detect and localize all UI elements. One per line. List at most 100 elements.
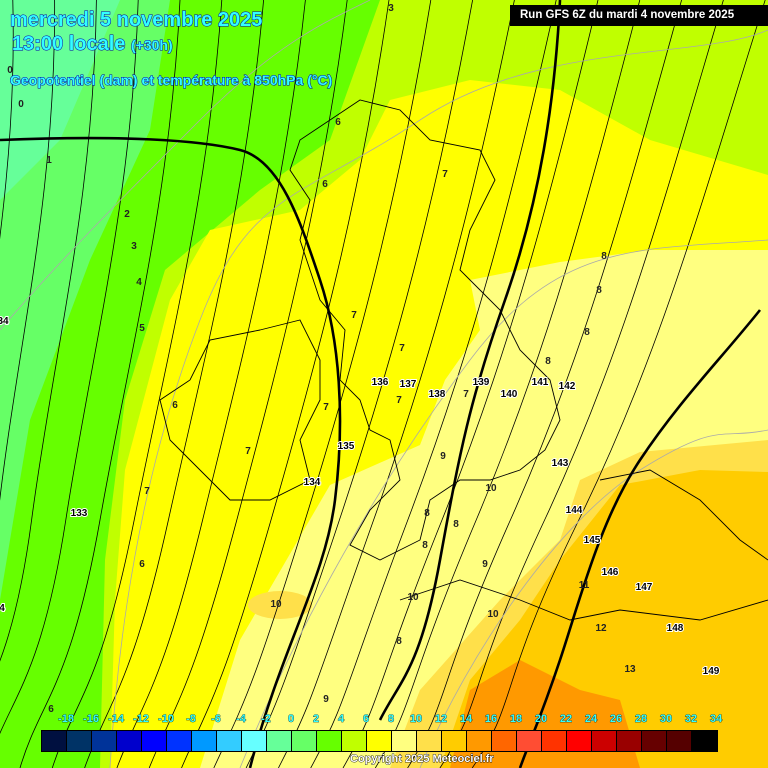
legend-tick: -14: [108, 713, 125, 726]
legend-swatch: [217, 731, 242, 751]
geopotential-label: 149: [703, 666, 720, 677]
contour-line: [471, 0, 766, 768]
major-contour-line: [378, 0, 562, 721]
legend-tick: -4: [236, 713, 246, 726]
geopotential-label: 148: [667, 623, 684, 634]
temperature-label: 3: [388, 3, 394, 14]
temperature-zone: [0, 0, 120, 200]
contour-line: [374, 0, 641, 768]
run-info: Run GFS 6Z du mardi 4 novembre 2025: [510, 5, 768, 26]
legend-swatch: [242, 731, 267, 751]
geopotential-label: 135: [338, 441, 355, 452]
contour-line: [19, 0, 181, 768]
legend-swatch: [367, 731, 392, 751]
legend-tick: 20: [534, 713, 548, 726]
legend-swatch: [192, 731, 217, 751]
legend-tick: -12: [133, 713, 150, 726]
temperature-label: 6: [322, 179, 328, 190]
temperature-label: 6: [139, 559, 145, 570]
temperature-label: 5: [139, 323, 145, 334]
legend-tick: 24: [584, 713, 598, 726]
legend-tick: -10: [158, 713, 175, 726]
geopotential-label: 134: [304, 477, 321, 488]
temperature-label: 3: [131, 241, 137, 252]
isotherm: [109, 29, 768, 768]
temperature-label: 7: [442, 169, 448, 180]
contour-line: [0, 0, 14, 240]
isotherm: [0, 0, 371, 331]
coastline: [599, 469, 768, 561]
geopotential-label: 144: [566, 505, 583, 516]
legend-swatch: [142, 731, 167, 751]
temperature-label: 10: [407, 592, 419, 603]
temperature-label: 11: [579, 580, 590, 591]
legend-swatch: [567, 731, 592, 751]
legend-tick: -18: [58, 713, 75, 726]
legend-tick: 12: [434, 713, 448, 726]
isotherm: [239, 239, 768, 768]
legend-swatch: [692, 731, 717, 751]
legend-swatch: [492, 731, 517, 751]
temperature-label: 8: [596, 285, 602, 296]
contour-line: [0, 0, 97, 662]
geopotential-label: 137: [400, 379, 417, 390]
contour-line: [148, 0, 348, 768]
geopotential-label: 4: [0, 603, 5, 614]
temperature-label: 9: [323, 694, 329, 705]
legend-tick: 30: [659, 713, 673, 726]
temperature-label: 8: [584, 327, 590, 338]
temperature-label: 0: [18, 99, 24, 110]
geopotential-label: 147: [636, 582, 653, 593]
legend-tick: 16: [484, 713, 498, 726]
legend-swatch: [42, 731, 67, 751]
forecast-time: 13:00 locale (+30h): [11, 33, 173, 56]
legend-swatch: [617, 731, 642, 751]
major-contour-line: [0, 136, 342, 768]
temperature-label: 6: [335, 117, 341, 128]
legend-swatch: [92, 731, 117, 751]
legend-tick: 22: [559, 713, 573, 726]
temperature-label: 7: [351, 310, 357, 321]
contour-line: [407, 0, 682, 768]
legend-swatch: [517, 731, 542, 751]
temperature-label: 10: [487, 609, 499, 620]
legend-swatch: [342, 731, 367, 751]
contour-line: [0, 0, 56, 501]
legend-swatch: [667, 731, 692, 751]
legend-tick: 18: [509, 713, 523, 726]
legend-tick: 32: [684, 713, 698, 726]
parameter-title: Geopotentiel (dam) et température à 850h…: [9, 72, 333, 89]
geopotential-label: 139: [473, 377, 490, 388]
legend-tick: 28: [634, 713, 648, 726]
geopotential-label: 133: [71, 508, 88, 519]
temperature-label: 9: [440, 451, 446, 462]
legend-tick: 34: [709, 713, 723, 726]
legend-tick: -16: [83, 713, 100, 726]
temperature-label: 9: [482, 559, 488, 570]
legend-tick: 10: [409, 713, 423, 726]
contour-line: [181, 0, 390, 768]
copyright: Copyright 2025 Meteociel.fr: [350, 753, 494, 766]
geopotential-label: 145: [584, 535, 601, 546]
legend-swatch: [467, 731, 492, 751]
legend-tick: 0: [287, 713, 295, 726]
legend-swatch: [642, 731, 667, 751]
temperature-label: 4: [136, 277, 142, 288]
contour-line: [439, 0, 724, 768]
temperature-label: 10: [485, 483, 497, 494]
geopotential-label: 142: [559, 381, 576, 392]
temperature-label: 8: [424, 508, 430, 519]
legend-tick: -2: [261, 713, 271, 726]
temperature-label: 8: [545, 356, 551, 367]
contour-line: [213, 0, 432, 768]
temperature-label: 8: [601, 251, 607, 262]
coastline: [159, 319, 321, 501]
temperature-label: 8: [422, 540, 428, 551]
temperature-label: 0: [7, 65, 13, 76]
contour-line: [342, 0, 599, 768]
legend-swatch: [267, 731, 292, 751]
